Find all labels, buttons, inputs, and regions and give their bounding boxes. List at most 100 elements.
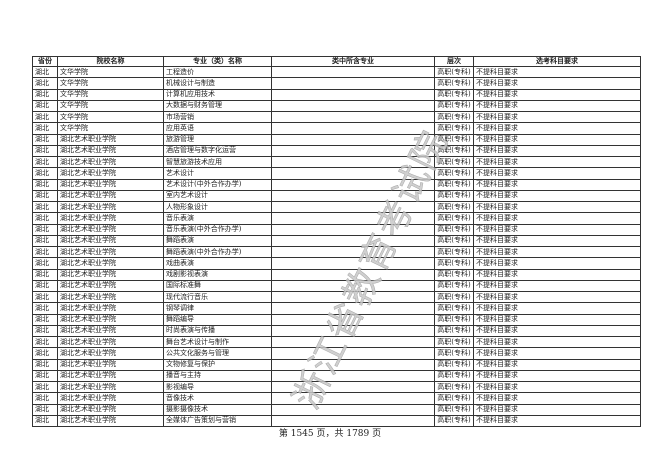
cell-major: 戏曲表演: [163, 257, 272, 270]
header-sub-majors: 类中所含专业: [271, 56, 435, 67]
cell-major: 酒店管理与数字化运营: [163, 144, 272, 158]
cell-school: 湖北艺术职业学院: [57, 414, 164, 428]
cell-province: 湖北: [32, 302, 58, 315]
cell-major: 全媒体广告策划与营销: [163, 414, 272, 428]
cell-province: 湖北: [32, 65, 58, 79]
cell-sub-majors: [271, 99, 435, 113]
cell-major: 人物形象设计: [163, 200, 272, 214]
cell-subject-requirement: 不提科目要求: [473, 313, 641, 326]
table-row: 湖北 湖北艺术职业学院 文物修复与保护 高职(专科) 不提科目要求: [32, 358, 641, 371]
table-row: 湖北 文华学院 机械设计与制造 高职(专科) 不提科目要求: [32, 77, 641, 90]
cell-subject-requirement: 不提科目要求: [473, 122, 641, 135]
cell-level: 高职(专科): [434, 302, 474, 315]
cell-major: 钢琴调律: [163, 302, 272, 315]
cell-subject-requirement: 不提科目要求: [473, 268, 641, 281]
table-row: 湖北 湖北艺术职业学院 旅游管理 高职(专科) 不提科目要求: [32, 133, 641, 146]
cell-school: 湖北艺术职业学院: [57, 133, 164, 146]
cell-major: 音像技术: [163, 392, 272, 405]
cell-subject-requirement: 不提科目要求: [473, 257, 641, 270]
table-row: 湖北 文华学院 计算机应用技术 高职(专科) 不提科目要求: [32, 88, 641, 101]
cell-province: 湖北: [32, 234, 58, 248]
cell-major: 旅游管理: [163, 133, 272, 146]
cell-sub-majors: [271, 65, 435, 79]
cell-major: 戏剧影视表演: [163, 268, 272, 281]
cell-major: 影视编导: [163, 380, 272, 394]
cell-province: 湖北: [32, 268, 58, 281]
table-row: 湖北 湖北艺术职业学院 舞台艺术设计与制作 高职(专科) 不提科目要求: [32, 335, 641, 349]
cell-school: 湖北艺术职业学院: [57, 223, 164, 236]
cell-sub-majors: [271, 212, 435, 225]
cell-level: 高职(专科): [434, 369, 474, 383]
cell-sub-majors: [271, 369, 435, 383]
cell-province: 湖北: [32, 324, 58, 338]
cell-school: 文华学院: [57, 88, 164, 101]
cell-subject-requirement: 不提科目要求: [473, 290, 641, 304]
cell-subject-requirement: 不提科目要求: [473, 302, 641, 315]
cell-sub-majors: [271, 155, 435, 169]
table-row: 湖北 湖北艺术职业学院 钢琴调律 高职(专科) 不提科目要求: [32, 302, 641, 315]
header-school: 院校名称: [57, 56, 164, 67]
cell-major: 工程造价: [163, 65, 272, 79]
cell-subject-requirement: 不提科目要求: [473, 144, 641, 158]
page-footer: 第 1545 页，共 1789 页: [278, 429, 382, 439]
cell-major: 应用英语: [163, 122, 272, 135]
cell-level: 高职(专科): [434, 245, 474, 259]
header-major: 专业（类）名称: [163, 56, 272, 67]
cell-school: 湖北艺术职业学院: [57, 257, 164, 270]
cell-school: 湖北艺术职业学院: [57, 392, 164, 405]
cell-sub-majors: [271, 223, 435, 236]
cell-province: 湖北: [32, 369, 58, 383]
table-row: 湖北 湖北艺术职业学院 舞蹈表演 高职(专科) 不提科目要求: [32, 234, 641, 248]
table-row: 湖北 湖北艺术职业学院 人物形象设计 高职(专科) 不提科目要求: [32, 200, 641, 214]
table-row: 湖北 文华学院 市场营销 高职(专科) 不提科目要求: [32, 110, 641, 124]
cell-sub-majors: [271, 167, 435, 180]
cell-level: 高职(专科): [434, 335, 474, 349]
cell-level: 高职(专科): [434, 380, 474, 394]
cell-major: 时尚表演与传播: [163, 324, 272, 338]
cell-major: 艺术设计: [163, 167, 272, 180]
cell-major: 智慧旅游技术应用: [163, 155, 272, 169]
cell-province: 湖北: [32, 245, 58, 259]
cell-subject-requirement: 不提科目要求: [473, 335, 641, 349]
cell-subject-requirement: 不提科目要求: [473, 200, 641, 214]
cell-subject-requirement: 不提科目要求: [473, 212, 641, 225]
cell-province: 湖北: [32, 392, 58, 405]
cell-major: 室内艺术设计: [163, 189, 272, 203]
cell-school: 湖北艺术职业学院: [57, 144, 164, 158]
cell-school: 湖北艺术职业学院: [57, 403, 164, 416]
cell-school: 文华学院: [57, 122, 164, 135]
cell-subject-requirement: 不提科目要求: [473, 88, 641, 101]
cell-subject-requirement: 不提科目要求: [473, 234, 641, 248]
cell-school: 湖北艺术职业学院: [57, 369, 164, 383]
cell-subject-requirement: 不提科目要求: [473, 155, 641, 169]
cell-province: 湖北: [32, 110, 58, 124]
cell-level: 高职(专科): [434, 347, 474, 360]
cell-province: 湖北: [32, 144, 58, 158]
cell-level: 高职(专科): [434, 324, 474, 338]
cell-sub-majors: [271, 358, 435, 371]
cell-level: 高职(专科): [434, 313, 474, 326]
cell-school: 湖北艺术职业学院: [57, 155, 164, 169]
cell-level: 高职(专科): [434, 403, 474, 416]
cell-level: 高职(专科): [434, 178, 474, 191]
cell-subject-requirement: 不提科目要求: [473, 110, 641, 124]
cell-level: 高职(专科): [434, 358, 474, 371]
cell-sub-majors: [271, 88, 435, 101]
cell-province: 湖北: [32, 133, 58, 146]
cell-level: 高职(专科): [434, 257, 474, 270]
cell-major: 国际标准舞: [163, 279, 272, 293]
header-province: 省份: [32, 56, 58, 67]
cell-level: 高职(专科): [434, 268, 474, 281]
cell-level: 高职(专科): [434, 290, 474, 304]
cell-province: 湖北: [32, 77, 58, 90]
cell-province: 湖北: [32, 223, 58, 236]
table-row: 湖北 文华学院 工程造价 高职(专科) 不提科目要求: [32, 65, 641, 79]
table-row: 湖北 湖北艺术职业学院 艺术设计 高职(专科) 不提科目要求: [32, 167, 641, 180]
cell-school: 湖北艺术职业学院: [57, 200, 164, 214]
cell-level: 高职(专科): [434, 122, 474, 135]
cell-sub-majors: [271, 392, 435, 405]
cell-sub-majors: [271, 257, 435, 270]
cell-province: 湖北: [32, 88, 58, 101]
table-row: 湖北 湖北艺术职业学院 音乐表演(中外合作办学) 高职(专科) 不提科目要求: [32, 223, 641, 236]
cell-sub-majors: [271, 279, 435, 293]
